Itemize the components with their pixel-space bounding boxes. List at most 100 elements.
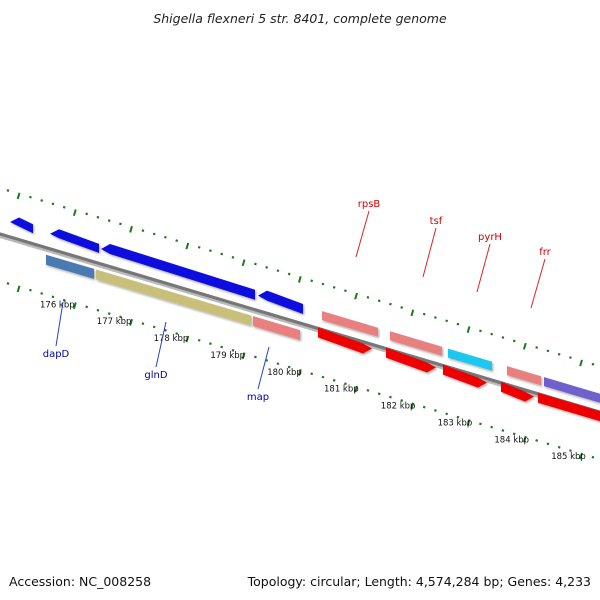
minor-tick: [107, 312, 111, 315]
minor-tick: [175, 239, 179, 242]
minor-tick: [321, 282, 325, 286]
minor-tick: [197, 338, 201, 342]
minor-tick: [231, 255, 235, 259]
gene-label-leader-frr: [530, 258, 546, 309]
gene-label-rpsB[interactable]: rpsB: [358, 199, 381, 210]
kbp-label: 185 kbp: [551, 452, 586, 462]
major-tick: [16, 285, 21, 293]
minor-tick: [422, 312, 426, 316]
gene-label-leader-map: [257, 346, 270, 390]
major-tick: [72, 302, 77, 310]
minor-tick: [96, 308, 100, 312]
gene-label-tsf[interactable]: tsf: [430, 216, 443, 227]
gene-upper-2: [50, 229, 99, 253]
gene-upper-9: [544, 377, 600, 403]
minor-tick: [164, 328, 167, 332]
gene-upper-7: [448, 348, 492, 371]
minor-tick: [40, 292, 44, 295]
minor-tick: [366, 296, 370, 299]
minor-tick: [546, 442, 550, 446]
major-tick: [354, 292, 358, 300]
gene-label-dapD[interactable]: dapD: [43, 349, 70, 360]
major-tick: [579, 452, 583, 460]
gene-lower-1: [46, 254, 94, 279]
minor-tick: [276, 362, 280, 366]
gene-upper-5: [322, 311, 378, 337]
major-tick: [354, 385, 358, 393]
gene-label-map[interactable]: map: [247, 392, 269, 403]
minor-tick: [501, 429, 505, 432]
major-tick: [466, 326, 471, 333]
minor-tick: [434, 316, 437, 319]
outer-tick-track: [6, 189, 595, 367]
minor-tick: [265, 358, 269, 362]
minor-tick: [254, 355, 257, 359]
gene-label-glnD[interactable]: glnD: [144, 370, 167, 381]
gene-upper-6: [390, 331, 442, 356]
minor-tick: [141, 229, 145, 232]
minor-tick: [220, 345, 224, 349]
major-tick: [410, 309, 415, 317]
gene-label-frr[interactable]: frr: [539, 247, 551, 258]
major-tick: [466, 419, 471, 426]
kbp-label: 182 kbp: [381, 402, 416, 412]
minor-tick: [569, 356, 572, 359]
major-tick: [241, 352, 246, 360]
minor-tick: [220, 252, 224, 256]
minor-tick: [119, 315, 122, 319]
major-tick: [522, 435, 527, 443]
gene-labels: dapD glnD map rpsB tsf pyrH frr: [43, 199, 552, 403]
kbp-label: 179 kbp: [210, 351, 245, 361]
minor-tick: [557, 445, 561, 449]
minor-tick: [422, 405, 426, 409]
minor-tick: [51, 295, 55, 299]
minor-tick: [501, 336, 505, 339]
minor-tick: [321, 375, 325, 379]
minor-tick: [209, 342, 212, 346]
minor-tick: [456, 322, 460, 326]
gene-label-leader-glnD: [155, 321, 167, 368]
major-tick: [297, 276, 302, 283]
kbp-label: 180 kbp: [267, 368, 302, 378]
minor-tick: [479, 329, 482, 333]
minor-tick: [287, 272, 291, 276]
minor-tick: [479, 422, 482, 426]
minor-tick: [231, 348, 235, 352]
map-title: Shigella flexneri 5 str. 8401, complete …: [153, 11, 447, 26]
minor-tick: [377, 392, 381, 396]
major-tick: [185, 242, 190, 250]
gene-label-pyrH[interactable]: pyrH: [478, 232, 502, 243]
gene-lower-5: [386, 347, 436, 373]
genome-summary-text: Topology: circular; Length: 4,574,284 bp…: [247, 574, 591, 589]
minor-tick: [310, 372, 314, 376]
minor-tick: [490, 332, 494, 336]
minor-tick: [490, 425, 494, 429]
minor-tick: [557, 352, 561, 356]
gene-label-leader-tsf: [422, 227, 437, 278]
minor-tick: [141, 322, 145, 325]
minor-tick: [6, 189, 10, 192]
minor-tick: [164, 235, 167, 239]
minor-tick: [276, 269, 280, 273]
kbp-tick-labels: 176 kbp 177 kbp 178 kbp 179 kbp 180 kbp 181 k…: [40, 300, 586, 462]
minor-tick: [434, 409, 437, 412]
gene-upper-1: [10, 217, 33, 234]
gene-lower-8: [538, 392, 600, 422]
minor-tick: [400, 306, 404, 309]
gene-lower-6: [443, 364, 487, 388]
kbp-label: 183 kbp: [438, 418, 473, 428]
minor-tick: [29, 288, 32, 292]
minor-tick: [96, 215, 100, 219]
minor-tick: [512, 339, 516, 343]
minor-tick: [535, 346, 539, 349]
major-tick: [185, 335, 190, 343]
minor-tick: [152, 325, 156, 329]
minor-tick: [591, 455, 595, 459]
gene-upper-4: [258, 290, 303, 314]
minor-tick: [377, 299, 381, 303]
major-tick: [129, 318, 133, 326]
kbp-label: 176 kbp: [40, 300, 75, 310]
gene-label-leader-dapD: [55, 301, 64, 347]
minor-tick: [591, 362, 595, 366]
